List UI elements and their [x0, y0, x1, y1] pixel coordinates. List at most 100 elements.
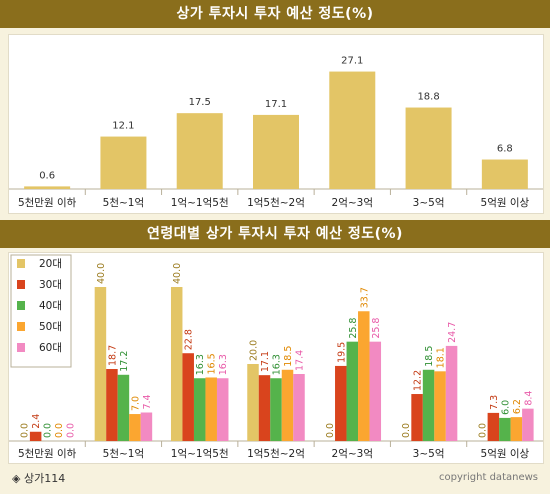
bar-4: [329, 71, 376, 189]
copyright-label: copyright datanews: [439, 472, 538, 483]
x-tick-label-3: 1억5천~2억: [247, 448, 305, 460]
bar-50대-2: [205, 377, 217, 441]
legend-label-20대: 20대: [39, 258, 62, 270]
bar-20대-2: [170, 287, 183, 441]
bar-60대-4: [369, 341, 382, 441]
bar-value-label-30대-1: 18.7: [107, 345, 118, 366]
bar-value-label-50대-6: 6.2: [512, 399, 523, 414]
legend: 20대 30대 40대 50대 60대: [10, 254, 72, 368]
bar-value-label-0: 0.6: [39, 170, 55, 181]
bar-value-label-30대-4: 19.5: [336, 342, 347, 363]
bar-value-label-60대-6: 8.4: [523, 391, 534, 406]
legend-label-40대: 40대: [39, 300, 62, 312]
bar-value-label-60대-1: 7.4: [142, 394, 153, 409]
bar-40대-5: [422, 369, 435, 441]
bottom-title-band: [0, 220, 550, 248]
bar-value-label-30대-0: 2.4: [31, 414, 42, 429]
bar-50대-4: [358, 311, 370, 441]
bar-value-label-20대-5: 0.0: [401, 423, 412, 438]
top-title-band: [0, 0, 550, 28]
bar-0: [24, 186, 71, 189]
x-tick-label-2: 1억~1억5천: [171, 197, 229, 209]
bar-30대-4: [335, 365, 347, 441]
x-tick-label-6: 5억원 이상: [481, 448, 530, 460]
bar-value-label-3: 17.1: [265, 99, 287, 110]
bar-30대-0: [29, 431, 42, 441]
x-tick-label-1: 5천~1억: [103, 448, 144, 460]
x-tick-label-0: 5천만원 이하: [18, 196, 77, 209]
x-tick-label-1: 5천~1억: [103, 197, 144, 209]
bar-3: [253, 114, 299, 189]
bottom-chart-panel: 0.0 2.4 0.0 0.0 0.0 5천만원 이하 40.0 18.7 17.2 7.0 7.4…: [8, 252, 544, 464]
bar-value-label-20대-6: 0.0: [477, 423, 488, 438]
bar-50대-5: [434, 371, 446, 441]
x-tick-label-5: 3~5억: [413, 197, 445, 209]
bar-value-label-40대-3: 16.3: [272, 354, 283, 375]
bar-30대-5: [411, 394, 423, 441]
x-tick-label-4: 2억~3억: [332, 448, 373, 460]
bar-value-label-40대-0: 0.0: [43, 423, 54, 438]
top-bar-chart: 0.6 5천만원 이하 12.1 5천~1억 17.5 1억~1억5천 17.1 1억5천~2…: [9, 56, 543, 209]
x-tick-label-4: 2억~3억: [332, 197, 373, 209]
bar-30대-2: [182, 353, 194, 441]
legend-swatch-30대: [17, 280, 25, 289]
x-tick-label-2: 1억~1억5천: [171, 448, 229, 460]
bar-30대-6: [487, 412, 500, 441]
bar-value-label-50대-2: 16.5: [207, 353, 218, 374]
legend-swatch-40대: [17, 301, 25, 310]
bar-value-label-30대-6: 7.3: [489, 395, 500, 410]
bar-value-label-60대-2: 16.3: [218, 354, 229, 375]
bar-20대-3: [247, 364, 259, 441]
bar-value-label-40대-5: 18.5: [424, 346, 435, 367]
bar-60대-6: [522, 408, 534, 441]
legend-swatch-20대: [17, 259, 25, 268]
bar-40대-4: [346, 341, 359, 441]
bar-2: [176, 113, 223, 189]
legend-swatch-50대: [17, 322, 25, 331]
x-tick-label-6: 5억원 이상: [481, 197, 530, 209]
bar-60대-2: [216, 378, 229, 441]
bar-value-label-50대-3: 18.5: [283, 346, 294, 367]
bar-value-label-50대-0: 0.0: [54, 423, 65, 438]
bar-value-label-1: 12.1: [112, 121, 134, 132]
top-chart-title: 상가 투자시 투자 예산 정도(%): [176, 6, 374, 22]
bar-value-label-50대-1: 7.0: [130, 396, 141, 411]
bar-value-label-40대-1: 17.2: [119, 351, 130, 372]
bar-value-label-60대-5: 24.7: [447, 322, 458, 343]
bar-value-label-30대-3: 17.1: [260, 351, 271, 372]
bar-40대-1: [117, 374, 130, 441]
bar-value-label-6: 6.8: [497, 144, 513, 155]
bar-30대-1: [106, 369, 118, 441]
bar-value-label-20대-2: 40.0: [172, 263, 183, 284]
bar-value-label-40대-4: 25.8: [348, 318, 359, 339]
bar-value-label-40대-6: 6.0: [500, 400, 511, 415]
bar-value-label-50대-5: 18.1: [436, 347, 447, 368]
bar-value-label-60대-0: 0.0: [66, 423, 77, 438]
bar-value-label-20대-0: 0.0: [20, 423, 31, 438]
bar-5: [405, 107, 452, 189]
bar-value-label-60대-3: 17.4: [295, 350, 306, 371]
bar-value-label-20대-1: 40.0: [96, 263, 107, 284]
bar-value-label-20대-4: 0.0: [325, 423, 336, 438]
x-tick-label-5: 3~5억: [413, 448, 445, 460]
bar-40대-3: [270, 378, 282, 441]
bar-value-label-5: 18.8: [417, 92, 439, 103]
x-tick-label-3: 1억5천~2억: [247, 197, 305, 209]
bar-value-label-30대-5: 12.2: [413, 370, 424, 391]
source-label: ◈ 상가114: [12, 472, 66, 485]
bar-value-label-50대-4: 33.7: [359, 287, 370, 308]
bar-50대-1: [129, 414, 141, 441]
bar-40대-2: [193, 378, 206, 441]
bar-value-label-40대-2: 16.3: [195, 354, 206, 375]
bar-value-label-20대-3: 20.0: [249, 340, 260, 361]
bar-40대-6: [499, 417, 511, 441]
bar-6: [481, 159, 528, 189]
bar-60대-1: [140, 412, 153, 441]
bar-value-label-4: 27.1: [341, 56, 363, 67]
bar-20대-1: [94, 287, 107, 441]
bar-1: [100, 136, 147, 189]
bar-50대-3: [281, 369, 294, 441]
bar-60대-3: [293, 374, 305, 441]
